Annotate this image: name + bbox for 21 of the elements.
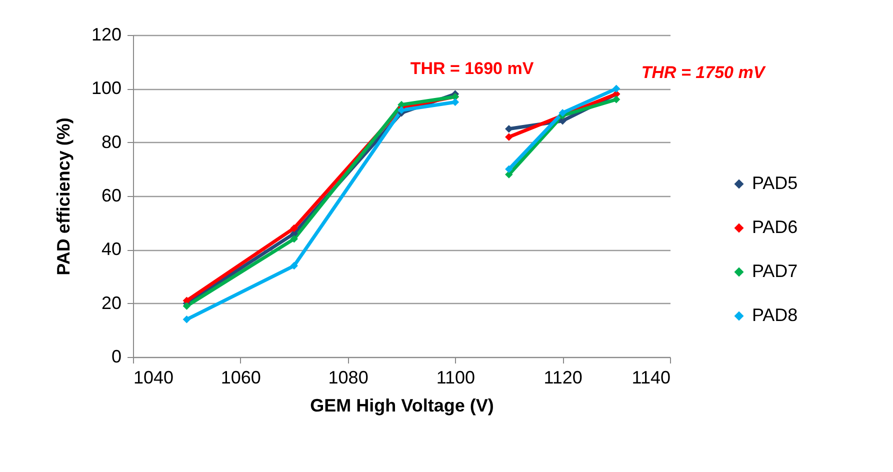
- x-tick-label: 1040: [134, 368, 174, 388]
- x-tick-label: 1120: [544, 368, 582, 388]
- x-tick-label: 1100: [436, 368, 476, 388]
- legend-label: PAD8: [752, 305, 798, 325]
- y-tick-label: 120: [91, 24, 122, 44]
- x-tick-label: 1080: [328, 368, 368, 388]
- annotation: THR = 1750 mV: [641, 63, 766, 82]
- annotation: THR = 1690 mV: [410, 59, 534, 78]
- x-tick-label: 1140: [632, 368, 670, 388]
- y-tick-label: 0: [111, 346, 122, 366]
- y-tick-label: 40: [101, 239, 122, 260]
- y-tick-label: 20: [101, 292, 122, 313]
- x-axis-title: GEM High Voltage (V): [310, 396, 494, 416]
- y-tick-label: 100: [91, 78, 122, 98]
- y-tick-label: 60: [101, 186, 122, 206]
- legend-label: PAD5: [752, 173, 798, 193]
- y-tick-label: 80: [101, 132, 122, 152]
- x-tick-label: 1060: [220, 368, 261, 388]
- y-axis-title: PAD efficiency (%): [53, 118, 74, 276]
- legend-label: PAD6: [752, 217, 798, 237]
- legend-label: PAD7: [752, 261, 798, 281]
